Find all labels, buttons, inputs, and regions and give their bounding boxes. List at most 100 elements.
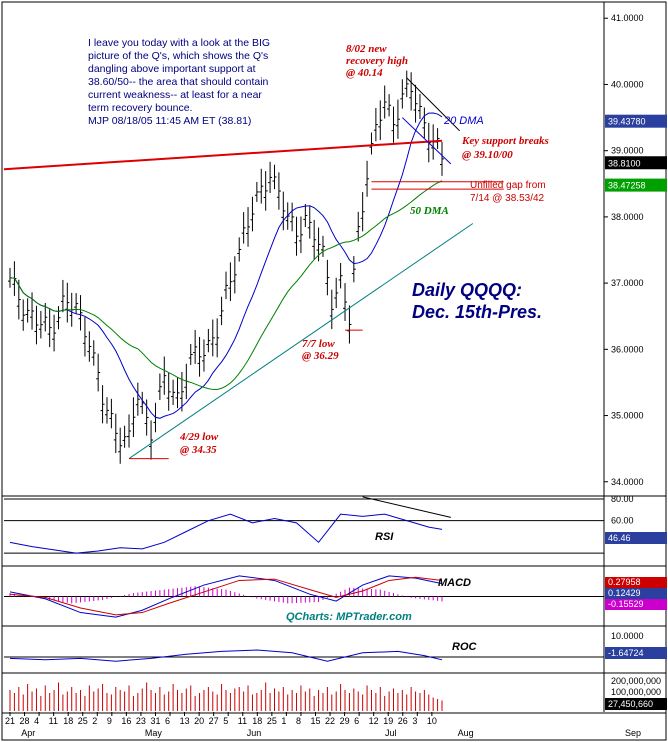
resistance-line (3, 139, 443, 171)
x-tick-label: 16 (121, 716, 131, 726)
x-tick-label: 2 (92, 716, 97, 726)
macd-box (605, 599, 667, 610)
x-tick-label: 11 (49, 716, 58, 726)
ma50-line (9, 180, 443, 390)
month-label: Jun (247, 728, 262, 738)
rsi-line (9, 513, 443, 554)
key-support-annotation: @ 39.10/00 (462, 149, 513, 161)
april-low-annotation: 4/29 low (179, 431, 219, 443)
chart-title-line: Dec. 15th-Pres. (412, 302, 542, 322)
macd-label: MACD (438, 577, 471, 589)
roc-line (9, 649, 443, 662)
signal-line (9, 576, 443, 616)
x-tick-label: 20 (194, 716, 204, 726)
month-label: Aug (458, 728, 474, 738)
x-tick-label: 10 (427, 716, 437, 726)
y-tick-label: 39.0000 (611, 146, 644, 156)
note-line: MJP 08/18/05 11:45 AM ET (38.81) (88, 115, 251, 127)
macd-line (9, 575, 443, 618)
gap-annotation: Unfilled gap from (470, 180, 546, 191)
y-tick-label: 35.0000 (611, 411, 644, 421)
x-tick-label: 25 (78, 716, 88, 726)
x-tick-label: 6 (354, 716, 359, 726)
last-value: 38.8100 (608, 158, 641, 168)
x-tick-label: 9 (107, 716, 112, 726)
x-tick-label: 28 (20, 716, 30, 726)
roc-label: ROC (452, 641, 478, 653)
roc-tick: 10.0000 (611, 631, 644, 641)
high-annotation: @ 40.14 (346, 67, 383, 79)
macd-value: -0.15529 (608, 599, 644, 609)
month-label: Sep (625, 728, 641, 738)
x-tick-label: 11 (238, 716, 247, 726)
volume-tick: 200,000,000 (611, 676, 661, 686)
note-line: dangling above important support at (88, 63, 256, 75)
x-tick-label: 31 (150, 716, 160, 726)
roc-value: -1.64724 (608, 648, 644, 658)
last-value-box (605, 156, 667, 170)
x-tick-label: 23 (136, 716, 146, 726)
x-tick-label: 3 (412, 716, 417, 726)
volume-tick: 100,000,000 (611, 687, 661, 697)
x-tick-label: 8 (296, 716, 301, 726)
x-tick-label: 29 (340, 716, 350, 726)
note-line: current weakness-- at least for a near (88, 89, 262, 101)
rsi-divergence (362, 496, 451, 518)
x-tick-label: 27 (209, 716, 219, 726)
key-support-annotation: Key support breaks (461, 135, 549, 147)
rsi-tick: 80.00 (611, 494, 634, 504)
x-tick-label: 12 (369, 716, 379, 726)
month-label: Apr (21, 728, 35, 738)
macd-value: 0.12429 (608, 588, 641, 598)
x-tick-label: 18 (252, 716, 262, 726)
x-tick-label: 26 (398, 716, 408, 726)
rsi-value: 46.46 (608, 533, 631, 543)
note-line: term recovery bounce. (88, 102, 192, 114)
gap-annotation: 7/14 @ 38.53/42 (470, 193, 545, 204)
ma50-value-box (605, 178, 667, 192)
ma50-value: 38.47258 (608, 181, 646, 191)
note-line: I leave you today with a look at the BIG (88, 37, 270, 49)
channel-bottom (401, 117, 452, 165)
x-tick-label: 4 (34, 716, 39, 726)
rsi-label: RSI (375, 531, 394, 543)
x-tick-label: 22 (325, 716, 335, 726)
ma20-line (9, 112, 443, 419)
rsi-box (605, 532, 667, 544)
ma20-value-box (605, 114, 667, 128)
x-tick-label: 15 (310, 716, 320, 726)
note-line: 38.60/50-- the area that should contain (88, 76, 269, 88)
x-tick-label: 18 (63, 716, 73, 726)
y-tick-label: 36.0000 (611, 344, 644, 354)
x-tick-label: 19 (383, 716, 393, 726)
x-tick-label: 13 (180, 716, 190, 726)
x-tick-label: 5 (223, 716, 228, 726)
y-tick-label: 37.0000 (611, 278, 644, 288)
volume-box (605, 698, 667, 710)
ma20-value: 39.43780 (608, 117, 646, 127)
x-tick-label: 25 (267, 716, 277, 726)
x-tick-label: 6 (165, 716, 170, 726)
rsi-tick: 60.00 (611, 516, 634, 526)
credit: QCharts: MPTrader.com (286, 611, 412, 623)
macd-box (605, 577, 667, 588)
y-tick-label: 40.0000 (611, 79, 644, 89)
ma50-label: 50 DMA (410, 205, 449, 217)
macd-box (605, 588, 667, 599)
channel-top (406, 77, 460, 132)
high-annotation: recovery high (346, 55, 408, 67)
month-label: Jul (385, 728, 397, 738)
april-low-annotation: @ 34.35 (180, 444, 217, 456)
note-line: picture of the Q's, which shows the Q's (88, 50, 268, 62)
x-tick-label: 21 (5, 716, 15, 726)
july-low-annotation: @ 36.29 (302, 350, 339, 362)
y-tick-label: 34.0000 (611, 477, 644, 487)
x-tick-label: 1 (281, 716, 286, 726)
trendline (128, 223, 474, 459)
chart-title-line: Daily QQQQ: (412, 280, 522, 300)
month-label: May (145, 728, 163, 738)
macd-value: 0.27958 (608, 577, 641, 587)
